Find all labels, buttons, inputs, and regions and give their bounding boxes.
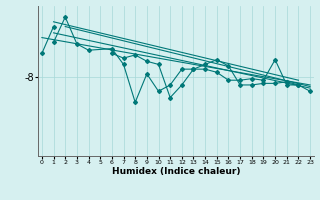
X-axis label: Humidex (Indice chaleur): Humidex (Indice chaleur) xyxy=(112,167,240,176)
